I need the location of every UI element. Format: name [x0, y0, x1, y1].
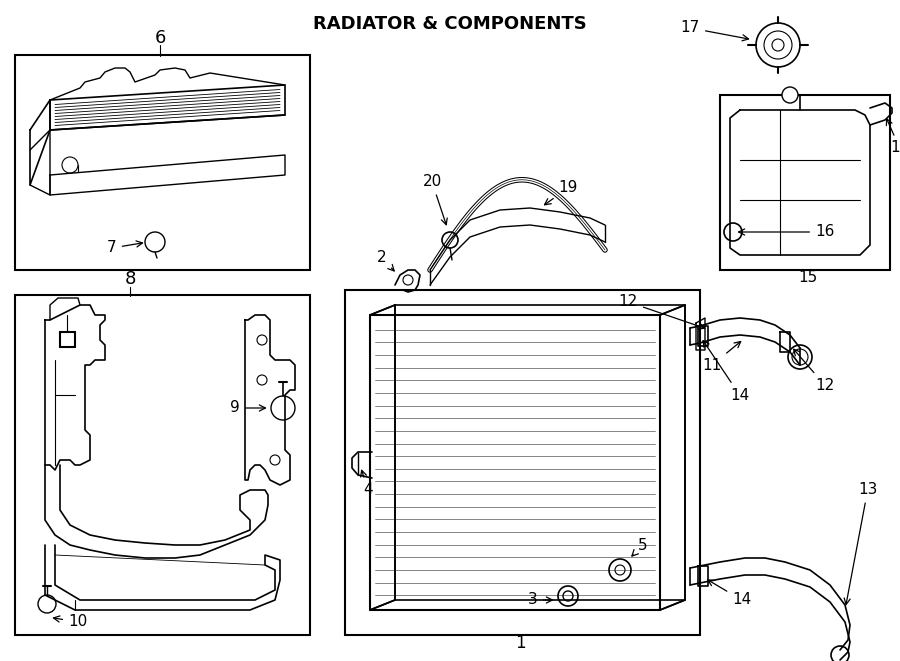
- Text: 5: 5: [632, 537, 648, 556]
- Text: 19: 19: [544, 180, 578, 205]
- Text: 16: 16: [739, 225, 834, 239]
- Text: 15: 15: [798, 270, 817, 286]
- Text: 18: 18: [886, 119, 900, 155]
- Text: 14: 14: [703, 340, 749, 403]
- Text: RADIATOR & COMPONENTS: RADIATOR & COMPONENTS: [313, 15, 587, 33]
- Text: 1: 1: [515, 634, 526, 652]
- Text: 11: 11: [702, 342, 741, 373]
- Bar: [345, 290, 700, 635]
- Text: 10: 10: [53, 615, 87, 629]
- Text: 17: 17: [680, 20, 749, 41]
- Text: 3: 3: [528, 592, 553, 607]
- Bar: [15, 295, 310, 635]
- Text: 20: 20: [422, 175, 447, 225]
- Text: 2: 2: [377, 251, 394, 271]
- Bar: [720, 95, 890, 270]
- Text: 7: 7: [107, 241, 142, 256]
- Bar: [15, 55, 310, 270]
- Circle shape: [782, 87, 798, 103]
- Text: 12: 12: [619, 295, 705, 329]
- Text: 4: 4: [361, 470, 373, 498]
- Text: 14: 14: [707, 580, 751, 607]
- Text: 12: 12: [794, 349, 834, 393]
- Text: 9: 9: [230, 401, 266, 416]
- Text: 6: 6: [154, 29, 166, 47]
- Bar: [60, 332, 75, 347]
- Text: 8: 8: [124, 270, 136, 288]
- Text: 13: 13: [844, 483, 878, 605]
